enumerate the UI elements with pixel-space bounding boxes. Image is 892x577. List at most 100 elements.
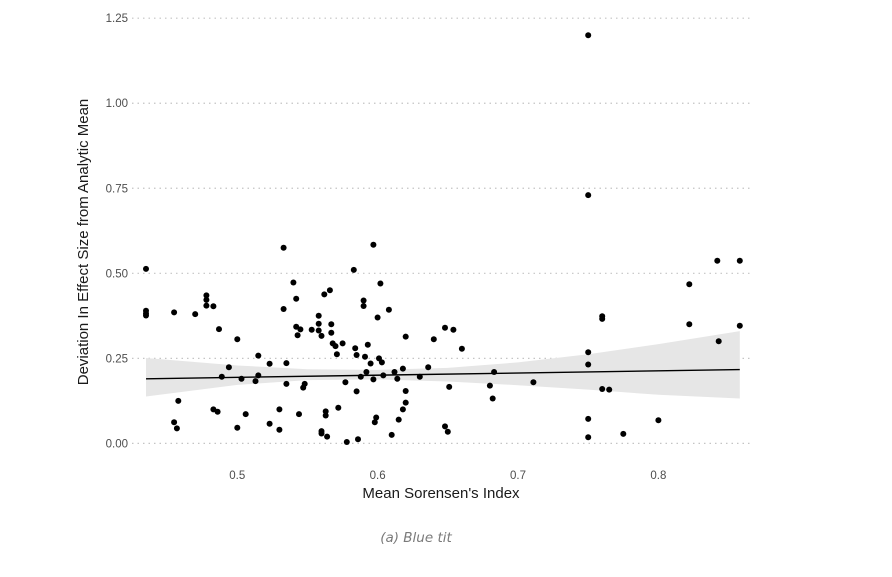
data-point	[343, 439, 350, 445]
data-point	[266, 420, 273, 427]
data-points	[143, 32, 743, 445]
data-point	[328, 329, 335, 336]
data-point	[315, 312, 322, 319]
data-point	[599, 315, 606, 322]
data-point	[370, 376, 377, 383]
data-point	[371, 419, 378, 426]
data-point	[276, 426, 283, 433]
data-point	[491, 369, 498, 375]
data-point	[293, 295, 300, 302]
data-point	[321, 291, 328, 298]
y-tick-label: 0.50	[106, 268, 128, 280]
data-point	[192, 311, 199, 318]
data-point	[238, 375, 245, 382]
data-point	[416, 373, 423, 380]
data-point	[332, 343, 339, 350]
data-point	[736, 257, 743, 264]
data-point	[402, 399, 409, 406]
data-point	[252, 378, 259, 385]
data-point	[324, 433, 331, 440]
data-point	[333, 351, 340, 358]
data-point	[395, 416, 402, 423]
data-point	[315, 327, 322, 334]
data-point	[374, 314, 381, 321]
data-point	[218, 373, 225, 380]
data-point	[322, 412, 329, 419]
confidence-band	[146, 331, 740, 399]
x-tick-label: 0.5	[229, 470, 245, 482]
data-point	[294, 332, 301, 339]
data-point	[353, 388, 360, 395]
data-point	[297, 326, 304, 333]
data-point	[214, 408, 221, 415]
x-tick-label: 0.6	[370, 470, 386, 482]
data-point	[315, 320, 322, 327]
data-point	[425, 364, 432, 371]
y-tick-label: 0.75	[106, 183, 128, 195]
data-point	[530, 379, 537, 386]
data-point	[585, 349, 592, 356]
data-point	[364, 341, 371, 348]
data-point	[585, 32, 592, 39]
data-point	[283, 380, 290, 387]
data-point	[216, 326, 222, 333]
data-point	[342, 379, 349, 386]
data-point	[458, 345, 465, 352]
data-point	[370, 241, 377, 248]
data-point	[171, 419, 178, 426]
data-point	[357, 373, 364, 380]
data-point	[339, 340, 346, 347]
data-point	[363, 369, 370, 375]
data-point	[606, 386, 613, 393]
data-point	[203, 302, 210, 309]
x-tick-label: 0.8	[650, 470, 666, 482]
data-point	[385, 306, 392, 313]
data-point	[175, 397, 182, 404]
data-point	[378, 359, 385, 366]
data-point	[234, 424, 241, 431]
data-point	[308, 326, 315, 333]
y-tick-label: 0.25	[106, 353, 128, 365]
x-tick-label: 0.7	[510, 470, 526, 482]
data-point	[399, 365, 406, 372]
data-point	[620, 430, 627, 437]
regression-line	[146, 368, 740, 380]
data-point	[355, 436, 361, 443]
data-point	[362, 353, 368, 360]
data-point	[255, 372, 262, 379]
data-point	[290, 279, 297, 286]
data-point	[255, 352, 262, 359]
data-point	[367, 360, 374, 367]
data-point	[686, 281, 693, 288]
data-point	[388, 431, 395, 438]
data-point	[203, 292, 210, 299]
data-point	[203, 296, 210, 303]
data-point	[171, 309, 178, 316]
data-point	[280, 244, 287, 251]
data-point	[234, 336, 241, 343]
data-point	[322, 408, 329, 415]
data-point	[486, 382, 493, 389]
data-point	[326, 287, 333, 294]
data-point	[360, 303, 367, 309]
data-point	[402, 388, 409, 394]
y-axis-title: Deviation In Effect Size from Analytic M…	[75, 99, 92, 386]
data-point	[352, 345, 359, 352]
data-point	[296, 411, 302, 418]
y-tick-label: 1.25	[106, 13, 128, 25]
data-point	[373, 414, 380, 421]
data-point	[430, 336, 437, 343]
x-tick-labels: 0.5 0.6 0.7 0.8	[229, 470, 666, 482]
data-point	[143, 265, 149, 272]
data-point	[489, 395, 496, 402]
data-point	[442, 423, 448, 430]
data-point	[318, 332, 325, 339]
data-point	[353, 352, 360, 358]
data-point	[266, 360, 273, 367]
data-point	[143, 312, 149, 319]
data-point	[686, 321, 693, 328]
data-point	[301, 380, 308, 387]
data-point	[328, 321, 335, 328]
data-point	[276, 406, 283, 413]
